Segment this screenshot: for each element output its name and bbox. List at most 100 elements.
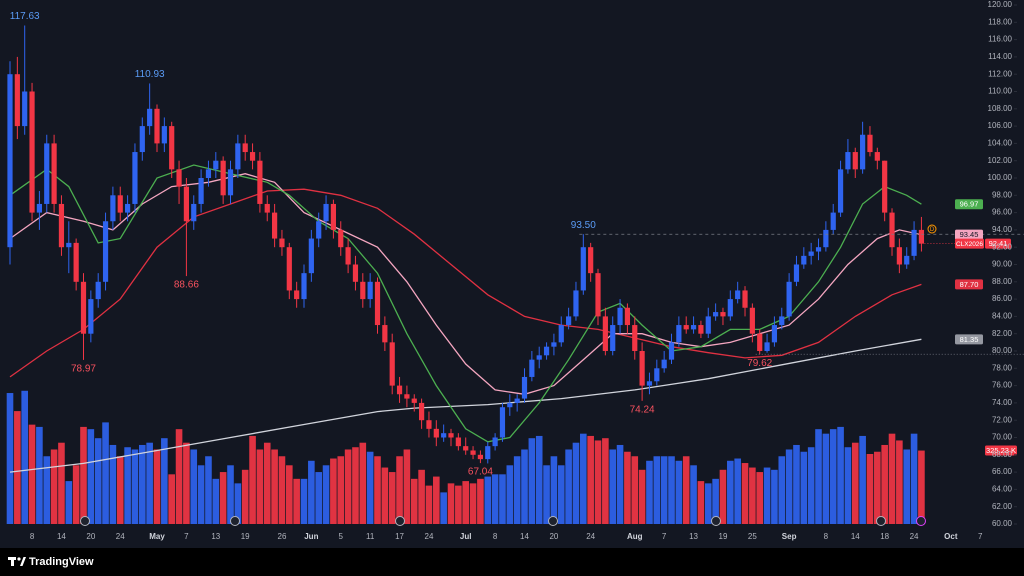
volume-bar	[241, 469, 249, 524]
candle-body	[257, 160, 263, 204]
candle-body	[205, 169, 212, 178]
volume-bar	[594, 440, 602, 524]
candle-body	[345, 247, 351, 265]
volume-bar	[234, 483, 242, 524]
volume-bar	[146, 442, 153, 524]
volume-bar	[719, 469, 727, 524]
x-tick-label: 20	[549, 532, 558, 541]
event-icon[interactable]	[916, 516, 926, 526]
candle-body	[735, 290, 741, 300]
candle-body	[742, 290, 748, 308]
brand-logo	[8, 557, 26, 566]
candle-body	[911, 229, 917, 256]
volume-bar	[366, 451, 374, 524]
volume-bar	[94, 438, 102, 524]
volume-bar	[660, 456, 668, 524]
volume-bar	[227, 465, 234, 524]
y-tick-label: 104.00	[988, 139, 1013, 148]
event-icon[interactable]	[230, 516, 240, 526]
candle-body	[727, 299, 733, 317]
y-tick-label: 92.00	[992, 242, 1013, 251]
candle-body	[646, 381, 653, 386]
volume-tag-label: 325.23 K	[986, 446, 1016, 455]
y-tick-label: 64.00	[992, 485, 1013, 494]
moving-average	[9, 173, 922, 395]
candle-body	[183, 186, 190, 222]
candle-body	[860, 134, 866, 170]
candle-body	[66, 242, 72, 248]
candle-body	[110, 195, 116, 222]
volume-bar	[704, 483, 712, 524]
event-icon[interactable]	[395, 516, 405, 526]
volume-bar	[881, 444, 888, 524]
volume-bar	[528, 438, 536, 524]
volume-bar	[874, 451, 881, 524]
candle-body	[668, 342, 675, 360]
volume-bar	[851, 442, 859, 524]
volume-bar	[433, 476, 440, 524]
volume-bar	[646, 460, 653, 524]
event-icon[interactable]	[80, 516, 90, 526]
volume-bar	[521, 449, 528, 524]
y-tick-label: 100.00	[988, 173, 1013, 182]
x-tick-label: Jun	[304, 532, 318, 541]
candle-body	[588, 247, 594, 274]
volume-bar	[631, 456, 639, 524]
volume-bar	[896, 440, 903, 524]
candle-body	[411, 398, 417, 403]
candle-body	[88, 299, 94, 334]
candle-body	[676, 325, 682, 343]
x-tick-label: 8	[824, 532, 829, 541]
candle-body	[58, 203, 65, 248]
candle-body	[14, 74, 20, 127]
x-tick-label: 7	[662, 532, 667, 541]
volume-bar	[403, 449, 411, 524]
candle-body	[294, 290, 300, 300]
candle-body	[139, 126, 145, 153]
volume-bar	[381, 467, 389, 524]
volume-bar	[161, 438, 168, 524]
high-label: 93.50	[571, 220, 596, 231]
x-tick-label: May	[149, 532, 165, 541]
volume-bar	[455, 485, 462, 524]
event-icon[interactable]	[711, 516, 721, 526]
x-tick-label: 18	[880, 532, 889, 541]
candle-body	[617, 307, 623, 326]
volume-bar	[785, 449, 793, 524]
candle-body	[705, 316, 711, 334]
candle-body	[551, 342, 557, 347]
logo-part	[17, 557, 21, 561]
candle-body	[632, 325, 638, 351]
volume-bar	[580, 433, 587, 524]
volume-bar	[124, 447, 131, 524]
moving-average-layer	[9, 164, 922, 473]
x-tick-label: Sep	[782, 532, 797, 541]
volume-bar	[271, 449, 278, 524]
price-tag	[955, 199, 983, 210]
candle-layer	[7, 25, 925, 464]
volume-bar	[888, 433, 896, 524]
volume-bar	[43, 456, 51, 524]
volume-bar	[337, 456, 345, 524]
volume-bar	[771, 469, 778, 524]
candle-body	[433, 428, 439, 438]
volume-bar	[72, 465, 80, 524]
volume-bar	[550, 456, 558, 524]
volume-bar	[190, 449, 198, 524]
y-tick-label: 88.00	[992, 277, 1013, 286]
high-label: 110.93	[135, 69, 165, 80]
volume-bar	[734, 458, 741, 524]
candle-body	[44, 143, 50, 204]
volume-bar	[807, 447, 815, 524]
candle-body	[786, 281, 792, 317]
event-icon[interactable]	[548, 516, 558, 526]
volume-bar	[205, 456, 212, 524]
volume-bar	[866, 454, 874, 524]
volume-bar	[6, 393, 14, 524]
candle-body	[176, 169, 182, 187]
event-icon[interactable]	[876, 516, 886, 526]
y-tick-label: 96.00	[992, 208, 1013, 217]
candle-body	[610, 325, 616, 351]
price-tag-label: 87.70	[960, 280, 979, 289]
